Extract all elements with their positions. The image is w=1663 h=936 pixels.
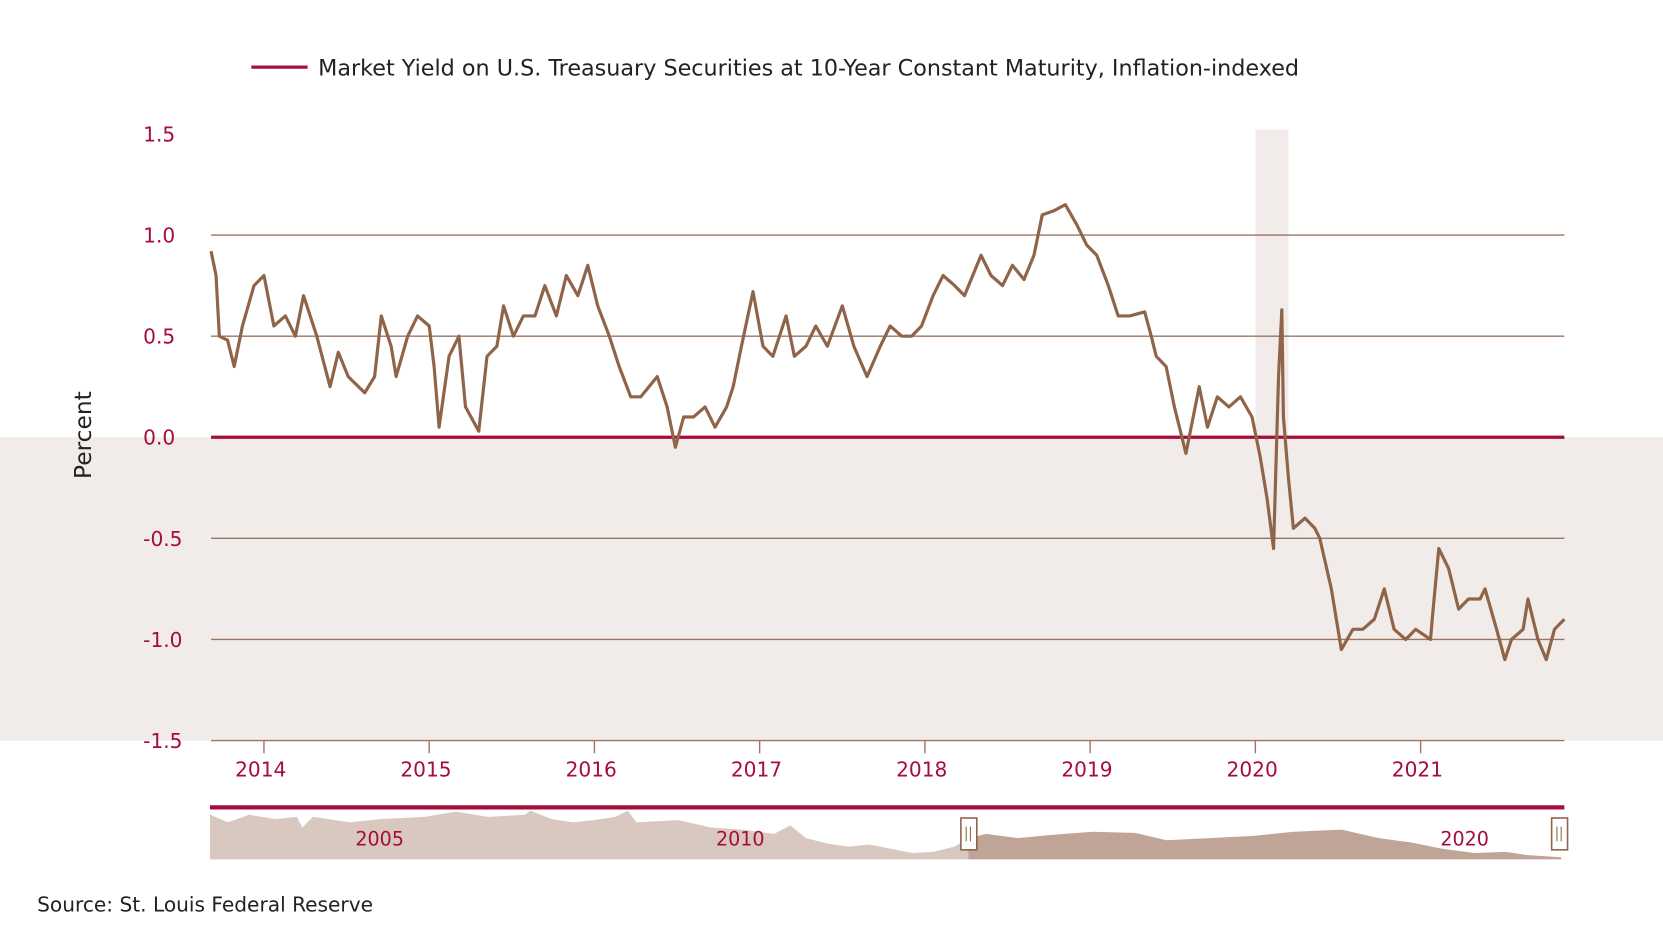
navigator[interactable]: 2005 2010 2020	[209, 805, 1569, 860]
y-axis-ticks: 1.5 1.0 0.5 0.0 -0.5 -1.0 -1.5	[143, 122, 182, 753]
legend[interactable]: Market Yield on U.S. Treasuary Securitie…	[251, 56, 1299, 82]
x-tick-label: 2017	[731, 758, 782, 782]
navigator-handle-right[interactable]	[1550, 817, 1569, 851]
y-tick-label: 0.0	[143, 426, 175, 450]
source-note: Source: St. Louis Federal Reserve	[37, 892, 373, 916]
recession-band	[1255, 129, 1289, 741]
y-tick-label: 1.5	[143, 122, 175, 146]
navigator-area-unselected	[209, 810, 969, 860]
x-tick-label: 2021	[1392, 758, 1443, 782]
navigator-label: 2005	[355, 828, 404, 851]
navigator-label: 2020	[1440, 828, 1489, 851]
y-tick-label: -0.5	[143, 527, 182, 551]
data-points	[210, 204, 1565, 660]
y-tick-label: 0.5	[143, 325, 175, 349]
navigator-handle-left[interactable]	[960, 817, 978, 851]
x-tick-label: 2018	[896, 758, 947, 782]
x-tick-label: 2016	[566, 758, 617, 782]
series-line	[209, 203, 1566, 662]
gridlines	[211, 234, 1565, 742]
navigator-area-selected	[968, 829, 1562, 860]
x-tick-label: 2014	[235, 758, 286, 782]
negative-shading	[0, 437, 1663, 741]
y-axis-label: Percent	[69, 391, 97, 479]
y-tick-label: -1.5	[143, 729, 182, 753]
navigator-label: 2010	[716, 828, 765, 851]
x-tick-label: 2020	[1227, 758, 1278, 782]
x-tick-label: 2019	[1061, 758, 1112, 782]
legend-label: Market Yield on U.S. Treasuary Securitie…	[318, 56, 1299, 82]
x-axis-ticks: 2014 2015 2016 2017 2018 2019 2020 2021	[235, 740, 1443, 782]
y-tick-label: -1.0	[143, 628, 182, 652]
x-tick-label: 2015	[400, 758, 451, 782]
y-tick-label: 1.0	[143, 223, 175, 247]
